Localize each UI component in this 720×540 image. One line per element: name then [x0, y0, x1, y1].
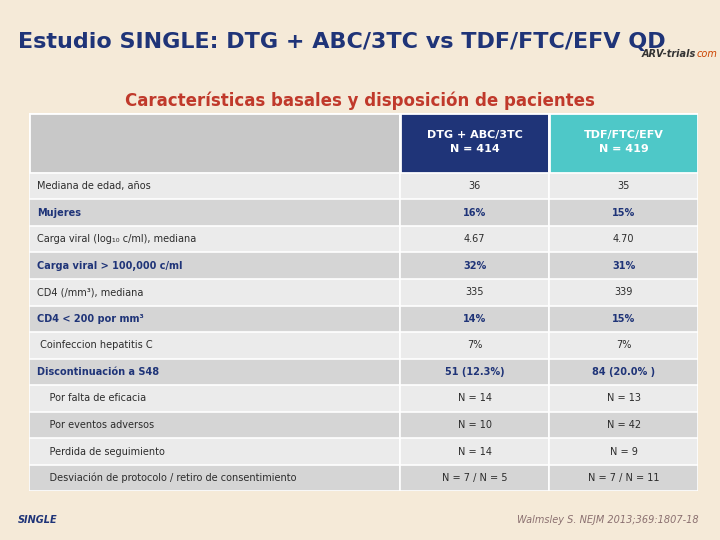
Text: Discontinuación a S48: Discontinuación a S48	[37, 367, 159, 377]
Bar	[400, 199, 549, 226]
Text: N = 9: N = 9	[610, 447, 638, 457]
Text: ARV-trials: ARV-trials	[642, 49, 696, 59]
Text: DTG + ABC/3TC
N = 414: DTG + ABC/3TC N = 414	[427, 130, 523, 154]
Text: Mujeres: Mujeres	[37, 207, 81, 218]
Text: 15%: 15%	[612, 314, 635, 324]
Bar	[549, 465, 698, 491]
Text: TDF/FTC/EFV
N = 419: TDF/FTC/EFV N = 419	[584, 130, 664, 154]
Bar	[29, 199, 400, 226]
Bar	[29, 385, 400, 411]
Bar	[400, 332, 549, 359]
Text: 31%: 31%	[612, 261, 635, 271]
Bar	[29, 306, 400, 332]
Bar	[400, 465, 549, 491]
Bar	[549, 332, 698, 359]
Text: Perdida de seguimiento: Perdida de seguimiento	[37, 447, 165, 457]
Text: N = 14: N = 14	[458, 447, 492, 457]
Bar	[29, 252, 400, 279]
Bar	[29, 359, 400, 385]
Bar	[400, 252, 549, 279]
Bar	[549, 173, 698, 199]
Text: 84 (20.0% ): 84 (20.0% )	[592, 367, 655, 377]
Bar	[549, 385, 698, 411]
Text: 7%: 7%	[616, 340, 631, 350]
Bar	[549, 306, 698, 332]
Text: N = 42: N = 42	[607, 420, 641, 430]
Text: Carga viral (log₁₀ c/ml), mediana: Carga viral (log₁₀ c/ml), mediana	[37, 234, 196, 244]
Text: Características basales y disposición de pacientes: Características basales y disposición de…	[125, 92, 595, 110]
Bar	[400, 438, 549, 465]
Text: N = 13: N = 13	[607, 394, 641, 403]
Bar	[29, 113, 400, 173]
Text: Coinfeccion hepatitis C: Coinfeccion hepatitis C	[37, 340, 153, 350]
Text: SINGLE: SINGLE	[18, 515, 58, 525]
Text: com: com	[697, 49, 718, 59]
Text: 32%: 32%	[463, 261, 487, 271]
Bar	[400, 279, 549, 306]
Bar	[29, 173, 400, 199]
Text: Walmsley S. NEJM 2013;369:1807-18: Walmsley S. NEJM 2013;369:1807-18	[517, 515, 698, 525]
Text: N = 14: N = 14	[458, 394, 492, 403]
Text: Estudio SINGLE: DTG + ABC/3TC vs TDF/FTC/EFV QD: Estudio SINGLE: DTG + ABC/3TC vs TDF/FTC…	[18, 32, 665, 52]
Bar	[29, 438, 400, 465]
Bar	[400, 226, 549, 252]
Bar	[400, 306, 549, 332]
Bar	[400, 411, 549, 438]
Text: 339: 339	[615, 287, 633, 298]
Bar	[29, 226, 400, 252]
Text: 36: 36	[469, 181, 481, 191]
Text: 14%: 14%	[463, 314, 487, 324]
Bar	[400, 385, 549, 411]
Text: 4.67: 4.67	[464, 234, 485, 244]
Text: CD4 < 200 por mm³: CD4 < 200 por mm³	[37, 314, 143, 324]
Bar	[29, 279, 400, 306]
Bar	[549, 252, 698, 279]
Bar	[400, 173, 549, 199]
Bar	[549, 113, 698, 173]
Bar	[549, 411, 698, 438]
Text: 35: 35	[618, 181, 630, 191]
Bar	[549, 279, 698, 306]
Bar	[29, 411, 400, 438]
Bar	[29, 332, 400, 359]
Bar	[29, 465, 400, 491]
Text: 335: 335	[466, 287, 484, 298]
Bar	[400, 359, 549, 385]
Text: N = 7 / N = 11: N = 7 / N = 11	[588, 473, 660, 483]
Text: 4.70: 4.70	[613, 234, 634, 244]
Bar	[549, 438, 698, 465]
Text: 51 (12.3%): 51 (12.3%)	[445, 367, 505, 377]
Text: N = 10: N = 10	[458, 420, 492, 430]
Bar	[549, 199, 698, 226]
Bar	[549, 359, 698, 385]
Text: 16%: 16%	[463, 207, 487, 218]
Text: CD4 (/mm³), mediana: CD4 (/mm³), mediana	[37, 287, 143, 298]
Text: Mediana de edad, años: Mediana de edad, años	[37, 181, 150, 191]
Bar	[400, 113, 549, 173]
Text: 15%: 15%	[612, 207, 635, 218]
Text: 7%: 7%	[467, 340, 482, 350]
Text: Por falta de eficacia: Por falta de eficacia	[37, 394, 146, 403]
Text: N = 7 / N = 5: N = 7 / N = 5	[442, 473, 508, 483]
Text: Desviación de protocolo / retiro de consentimiento: Desviación de protocolo / retiro de cons…	[37, 473, 297, 483]
Text: Carga viral > 100,000 c/ml: Carga viral > 100,000 c/ml	[37, 261, 182, 271]
Text: Por eventos adversos: Por eventos adversos	[37, 420, 154, 430]
Bar	[549, 226, 698, 252]
